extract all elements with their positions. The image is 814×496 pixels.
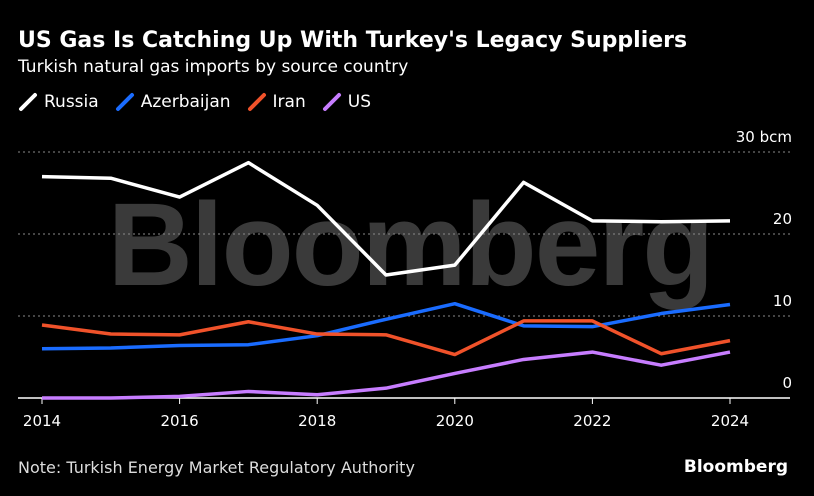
x-tick-label: 2018 — [298, 412, 336, 430]
legend-swatch — [19, 93, 37, 111]
x-tick-label: 2014 — [23, 412, 61, 430]
y-tick-label: 30 bcm — [736, 128, 792, 146]
series-line-us — [42, 350, 731, 400]
legend-label: Russia — [44, 92, 99, 112]
legend-label: US — [347, 92, 371, 112]
legend-swatch — [322, 93, 341, 111]
x-tick-label: 2016 — [161, 412, 199, 430]
x-tick-label: 2022 — [573, 412, 611, 430]
legend: Russia Azerbaijan Iran US — [18, 92, 371, 112]
legend-item-iran: Iran — [247, 92, 306, 112]
series-line-iran — [41, 319, 731, 357]
legend-swatch — [247, 93, 266, 111]
x-tick-label: 2024 — [711, 412, 749, 430]
y-tick-label: 10 — [773, 292, 792, 310]
series-line-russia — [41, 160, 731, 277]
legend-label: Iran — [272, 92, 306, 112]
legend-item-us: US — [322, 92, 371, 112]
brand-logo-text: Bloomberg — [683, 457, 788, 477]
series-line-azerbaijan — [41, 301, 731, 351]
watermark-text: Bloomberg — [108, 179, 713, 311]
chart-subtitle: Turkish natural gas imports by source co… — [18, 57, 409, 77]
y-tick-label: 0 — [782, 374, 792, 392]
legend-swatch — [115, 93, 134, 111]
y-tick-label: 20 — [773, 210, 792, 228]
legend-item-russia: Russia — [18, 92, 99, 112]
legend-label: Azerbaijan — [140, 92, 231, 112]
x-tick-label: 2020 — [436, 412, 474, 430]
chart-title: US Gas Is Catching Up With Turkey's Lega… — [18, 28, 688, 53]
source-note: Note: Turkish Energy Market Regulatory A… — [18, 458, 415, 477]
legend-item-azerbaijan: Azerbaijan — [115, 92, 231, 112]
